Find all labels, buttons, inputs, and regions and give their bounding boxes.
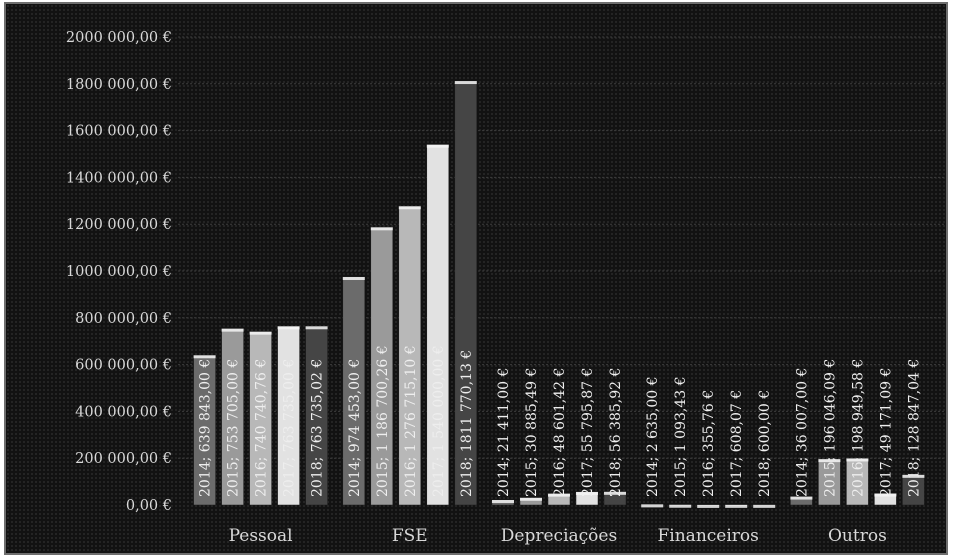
data-label: 2018; 56 385,92 € bbox=[608, 368, 624, 497]
x-tick-label: FSE bbox=[392, 526, 428, 546]
bar-cap bbox=[277, 326, 300, 330]
data-label: 2017; 608,07 € bbox=[729, 390, 745, 497]
data-label: 2015; 753 705,00 € bbox=[226, 359, 242, 497]
y-tick-label: 1800 000,00 € bbox=[66, 77, 172, 93]
bar-cap bbox=[641, 504, 664, 508]
data-label: 2014; 36 007,00 € bbox=[794, 368, 810, 497]
bar-cap bbox=[305, 326, 328, 330]
data-labels: 2014; 639 843,00 € 2015; 753 705,00 € 2016… bbox=[198, 345, 923, 497]
bar-cap bbox=[725, 504, 748, 508]
bar-cap bbox=[818, 459, 841, 463]
data-label: 2015; 30 885,49 € bbox=[524, 368, 540, 497]
y-tick-label: 2000 000,00 € bbox=[66, 30, 172, 46]
data-label: 2014; 639 843,00 € bbox=[198, 359, 214, 497]
data-label: 2017; 55 795,87 € bbox=[580, 368, 596, 497]
bar-cap bbox=[249, 331, 272, 335]
y-tick-label: 1200 000,00 € bbox=[66, 217, 172, 233]
bar-cap bbox=[370, 227, 393, 231]
bar-cap bbox=[492, 499, 514, 503]
bar-cap bbox=[426, 144, 449, 148]
x-tick-label: Pessoal bbox=[229, 526, 293, 546]
bar-cap bbox=[342, 276, 365, 280]
bar-cap bbox=[398, 206, 421, 210]
bar-cap bbox=[454, 81, 477, 85]
data-label: 2017; 1 540 000,00 € bbox=[431, 345, 447, 497]
data-label: 2016; 198 949,58 € bbox=[850, 359, 866, 497]
data-label: 2017; 763 735,00 € bbox=[282, 359, 298, 497]
bar-cap bbox=[874, 493, 897, 497]
bar-cap bbox=[669, 504, 692, 508]
bar-cap bbox=[548, 493, 570, 497]
bar-cap bbox=[576, 491, 598, 495]
bar-cap bbox=[520, 497, 542, 501]
data-label: 2015; 196 046,09 € bbox=[822, 359, 838, 497]
x-axis: Pessoal FSE Depreciações Financeiros Outros bbox=[229, 526, 887, 546]
data-label: 2014; 21 411,00 € bbox=[496, 368, 512, 497]
y-tick-label: 600 000,00 € bbox=[75, 358, 172, 374]
y-tick-label: 1000 000,00 € bbox=[66, 264, 172, 280]
data-label: 2017; 49 171,09 € bbox=[878, 368, 894, 497]
bar-cap bbox=[846, 458, 869, 462]
y-tick-label: 200 000,00 € bbox=[75, 451, 172, 467]
data-label: 2014; 974 453,00 € bbox=[347, 359, 363, 497]
y-tick-label: 1600 000,00 € bbox=[66, 124, 172, 140]
data-label: 2014; 2 635,00 € bbox=[645, 377, 661, 498]
x-tick-label: Depreciações bbox=[501, 526, 617, 546]
x-tick-label: Financeiros bbox=[658, 526, 759, 546]
bar-cap bbox=[221, 328, 244, 332]
y-tick-label: 0,00 € bbox=[126, 498, 172, 514]
y-tick-label: 1400 000,00 € bbox=[66, 170, 172, 186]
y-tick-label: 400 000,00 € bbox=[75, 404, 172, 420]
data-label: 2018; 128 847,04 € bbox=[906, 359, 922, 497]
data-label: 2016; 740 740,76 € bbox=[254, 359, 270, 497]
data-label: 2016; 355,76 € bbox=[701, 390, 717, 497]
data-label: 2015; 1 186 700,26 € bbox=[375, 345, 391, 497]
data-label: 2018; 600,00 € bbox=[757, 390, 773, 497]
data-label: 2018; 763 735,02 € bbox=[310, 359, 326, 497]
y-tick-label: 800 000,00 € bbox=[75, 311, 172, 327]
bar-cap bbox=[790, 496, 813, 500]
bar-cap bbox=[902, 474, 925, 478]
x-tick-label: Outros bbox=[828, 526, 887, 546]
data-label: 2015; 1 093,43 € bbox=[673, 377, 689, 498]
bar-cap bbox=[753, 504, 776, 508]
bar-cap bbox=[604, 491, 626, 495]
data-label: 2016; 1 276 715,10 € bbox=[403, 345, 419, 497]
y-axis: 0,00 € 200 000,00 € 400 000,00 € 600 000,00… bbox=[66, 30, 172, 514]
bar-cap bbox=[193, 355, 216, 359]
data-label: 2018; 1811 770,13 € bbox=[459, 350, 475, 497]
data-label: 2016; 48 601,42 € bbox=[552, 368, 568, 497]
bars bbox=[193, 80, 925, 508]
bar-cap bbox=[697, 504, 720, 508]
